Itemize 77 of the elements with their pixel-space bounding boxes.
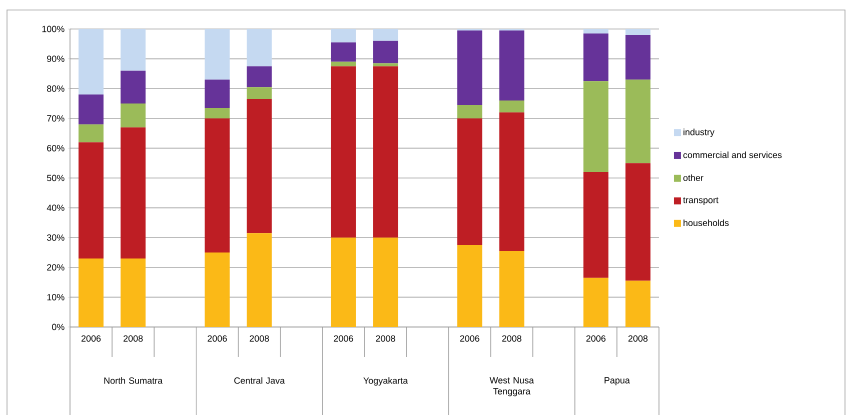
y-tick-label: 50% (47, 174, 64, 182)
bar (78, 28, 104, 95)
text: Central Java (234, 377, 285, 384)
bar (246, 87, 272, 100)
x-tick-label: 2008 (376, 335, 396, 342)
x-tick-label: 2006 (334, 335, 354, 342)
x-tick-label: 2008 (250, 335, 269, 342)
bar (204, 80, 230, 108)
bar (330, 28, 356, 42)
bar (120, 127, 146, 258)
text: West Nusa Tenggara (490, 377, 534, 396)
text: Papua (604, 377, 630, 386)
x-tick-label: 2006 (460, 335, 480, 342)
bar (373, 40, 398, 64)
legend-label: other (683, 174, 704, 182)
bar (499, 100, 524, 112)
bar (457, 118, 482, 246)
bar (246, 28, 272, 66)
y-tick-label: 70% (47, 115, 64, 122)
y-tick-label: 10% (47, 294, 64, 300)
bar (625, 28, 650, 35)
bar (246, 66, 272, 88)
bar (457, 245, 482, 327)
y-tick-label: 60% (47, 145, 64, 152)
bar (583, 278, 608, 327)
bar (373, 238, 398, 327)
bar (330, 66, 356, 238)
legend-label: transport (683, 197, 718, 205)
legend-label: commercial and services (683, 152, 782, 158)
bar (78, 94, 104, 124)
bar (120, 70, 146, 104)
bar (120, 258, 146, 327)
bar (499, 251, 524, 327)
bar (583, 33, 608, 82)
y-tick-label: 0% (52, 324, 64, 330)
x-tick-label: 2008 (502, 335, 522, 342)
x-tick-label: 2006 (81, 335, 101, 342)
bar (625, 163, 650, 281)
bar (583, 81, 608, 172)
bar (78, 142, 104, 258)
x-tick-label: 2008 (628, 335, 648, 342)
y-tick-label: 100% (42, 26, 64, 32)
y-tick-label: 20% (47, 264, 64, 271)
bar (120, 103, 146, 128)
bar (373, 28, 398, 41)
bar (204, 108, 230, 118)
bar (373, 66, 398, 238)
bar (204, 252, 230, 327)
x-tick-label: 2006 (586, 335, 606, 342)
bar (583, 28, 608, 34)
bar (120, 28, 146, 71)
bar (625, 34, 650, 80)
bar (457, 30, 482, 105)
bar (625, 280, 650, 327)
bar (78, 124, 104, 142)
legend-label: households (684, 219, 729, 226)
bar (204, 28, 230, 80)
bar (78, 258, 104, 327)
bar (457, 104, 482, 118)
bar (330, 42, 356, 62)
legend-label: industry (684, 128, 714, 138)
y-tick-label: 40% (46, 204, 64, 211)
bar (499, 112, 524, 251)
text: North Sumatra (104, 377, 163, 384)
bar (499, 30, 524, 101)
bar (583, 172, 608, 278)
bar (204, 118, 230, 252)
x-tick-label: 2008 (124, 335, 143, 342)
bar (330, 238, 356, 327)
bar (246, 233, 272, 327)
y-tick-label: 80% (47, 85, 64, 92)
text: Yogyakarta (363, 377, 408, 386)
y-tick-label: 90% (47, 56, 64, 62)
bar (625, 80, 650, 164)
x-tick-label: 2006 (208, 335, 227, 342)
bar (246, 99, 272, 234)
y-tick-label: 30% (47, 234, 64, 241)
